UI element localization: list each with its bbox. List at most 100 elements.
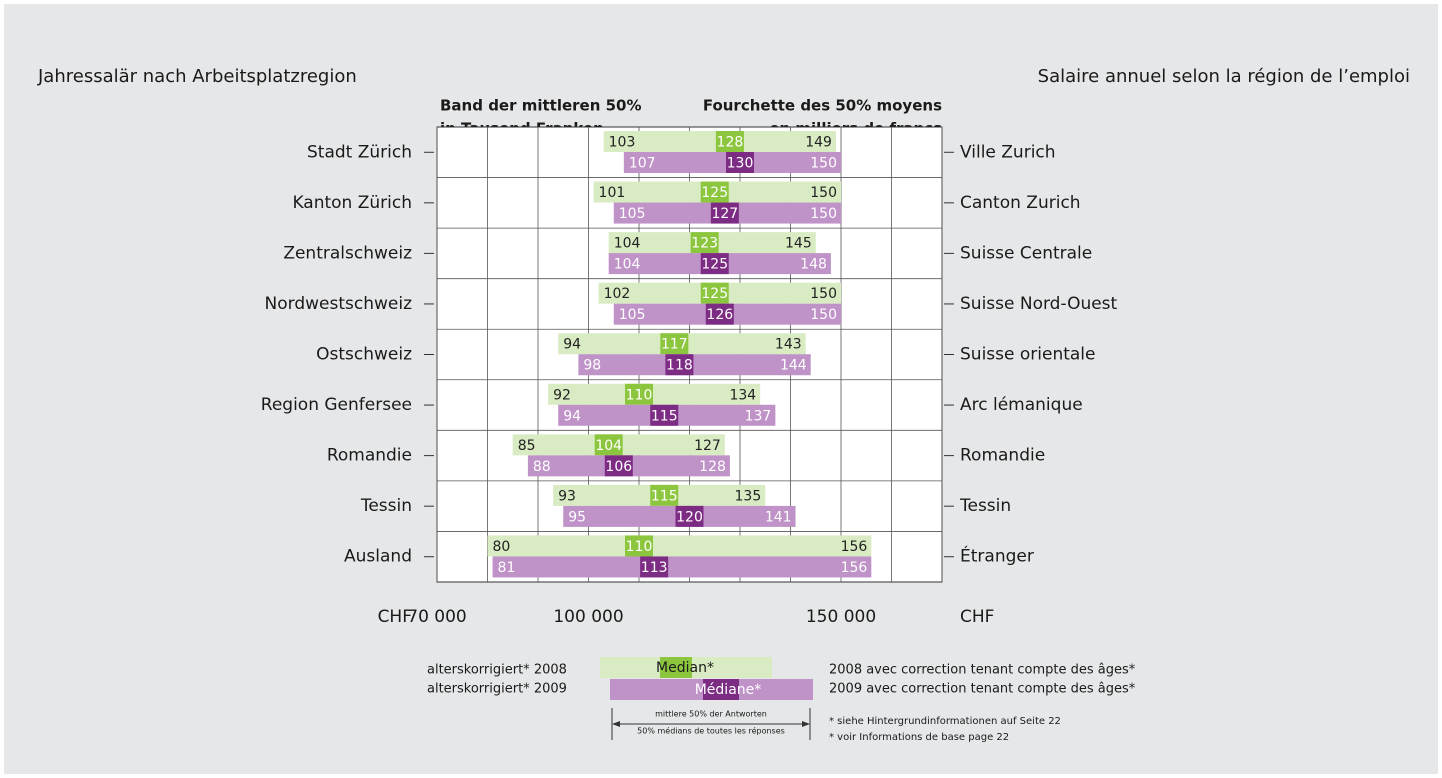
y-tick-label-right: Arc lémanique (960, 395, 1083, 415)
legend-median-swatch (660, 657, 692, 678)
y-tick-label: Stadt Zürich (307, 142, 412, 162)
legend-label: alterskorrigiert* 2008 (427, 663, 567, 678)
high-label: 145 (785, 236, 812, 252)
low-label: 85 (518, 438, 536, 454)
median-box (690, 232, 719, 254)
median-box (710, 202, 739, 224)
y-tick-label: Ostschweiz (316, 345, 412, 365)
median-box (700, 181, 729, 203)
high-label: 141 (765, 509, 792, 525)
x-tick-label: 150 000 (806, 607, 876, 627)
low-label: 88 (533, 459, 551, 475)
high-label: 150 (810, 156, 837, 172)
high-label: 135 (735, 488, 762, 504)
y-tick-label: Tessin (360, 496, 412, 516)
low-label: 98 (583, 358, 601, 374)
median-box (594, 434, 623, 456)
low-label: 105 (619, 307, 646, 323)
legend-median-label: Médiane* (695, 682, 762, 698)
median-box (650, 404, 679, 426)
y-tick-label: Region Genfersee (261, 395, 412, 415)
x-tick-label: 70 000 (407, 607, 466, 627)
y-tick-label: Ausland (344, 547, 412, 567)
median-label: 127 (711, 206, 738, 222)
high-label: 143 (775, 337, 802, 353)
legend-range-label: 50% médians de toutes les réponses (637, 726, 785, 736)
y-tick-label-right: Ville Zurich (960, 142, 1056, 162)
low-label: 93 (558, 488, 576, 504)
median-label: 115 (651, 408, 678, 424)
y-tick-label: Romandie (327, 446, 412, 466)
median-label: 126 (706, 307, 733, 323)
legend-median-swatch (703, 679, 739, 700)
range-bar (492, 556, 872, 578)
median-label: 120 (676, 509, 703, 525)
median-box (650, 484, 679, 506)
median-box (640, 556, 669, 578)
high-label: 128 (699, 459, 726, 475)
high-label: 156 (841, 539, 868, 555)
high-label: 127 (694, 438, 721, 454)
low-label: 102 (604, 286, 631, 302)
median-label: 125 (701, 286, 728, 302)
median-box (625, 535, 653, 557)
high-label: 137 (745, 408, 772, 424)
subtitle: Band der mittleren 50% (440, 97, 642, 115)
y-tick-label-right: Étranger (960, 545, 1034, 567)
range-bar (548, 383, 761, 405)
low-label: 107 (629, 156, 656, 172)
range-bar (487, 535, 872, 557)
range-bar (578, 354, 811, 376)
chart-title-right: Salaire annuel selon la région de l’empl… (1038, 66, 1410, 87)
y-tick-label: Zentralschweiz (283, 243, 412, 263)
low-label: 95 (568, 509, 586, 525)
low-label: 92 (553, 387, 571, 403)
median-label: 123 (691, 236, 718, 252)
median-box (675, 505, 704, 527)
median-label: 118 (666, 358, 693, 374)
footnote: * voir Informations de base page 22 (829, 732, 1009, 743)
chart-title: Jahressalär nach Arbeitsplatzregion (37, 66, 357, 87)
y-tick-label-right: Suisse Centrale (960, 243, 1092, 263)
median-box (705, 303, 734, 325)
low-label: 103 (609, 135, 636, 151)
median-label: 104 (595, 438, 622, 454)
legend-median-label: Median* (656, 660, 714, 676)
low-label: 94 (563, 337, 581, 353)
median-box (700, 282, 729, 304)
y-tick-label: Kanton Zürich (292, 193, 412, 213)
median-box (665, 354, 694, 376)
median-label: 115 (651, 488, 678, 504)
high-label: 150 (810, 286, 837, 302)
high-label: 156 (841, 560, 868, 576)
median-label: 128 (717, 135, 744, 151)
low-label: 104 (614, 236, 641, 252)
median-label: 117 (661, 337, 688, 353)
median-label: 125 (701, 257, 728, 273)
median-label: 110 (626, 387, 653, 403)
high-label: 144 (780, 358, 807, 374)
median-box (660, 333, 689, 355)
x-tick-label: 100 000 (553, 607, 623, 627)
low-label: 105 (619, 206, 646, 222)
median-box (625, 383, 653, 405)
legend-label: alterskorrigiert* 2009 (427, 682, 567, 697)
high-label: 150 (810, 307, 837, 323)
median-label: 106 (605, 459, 632, 475)
y-tick-label-right: Canton Zurich (960, 193, 1081, 213)
y-tick-label-right: Suisse Nord-Ouest (960, 294, 1118, 314)
low-label: 104 (614, 257, 641, 273)
legend-label-right: 2009 avec correction tenant compte des â… (829, 682, 1136, 697)
median-box (726, 152, 754, 173)
median-box (700, 253, 729, 275)
legend-range-label: mittlere 50% der Antworten (655, 710, 767, 719)
y-tick-label-right: Suisse orientale (960, 345, 1095, 365)
median-label: 130 (727, 156, 754, 172)
high-label: 150 (810, 206, 837, 222)
legend-label-right: 2008 avec correction tenant compte des â… (829, 663, 1136, 678)
high-label: 148 (800, 257, 827, 273)
y-tick-label: Nordwestschweiz (265, 294, 413, 314)
x-axis-label-right: CHF (960, 607, 994, 627)
high-label: 134 (729, 387, 756, 403)
